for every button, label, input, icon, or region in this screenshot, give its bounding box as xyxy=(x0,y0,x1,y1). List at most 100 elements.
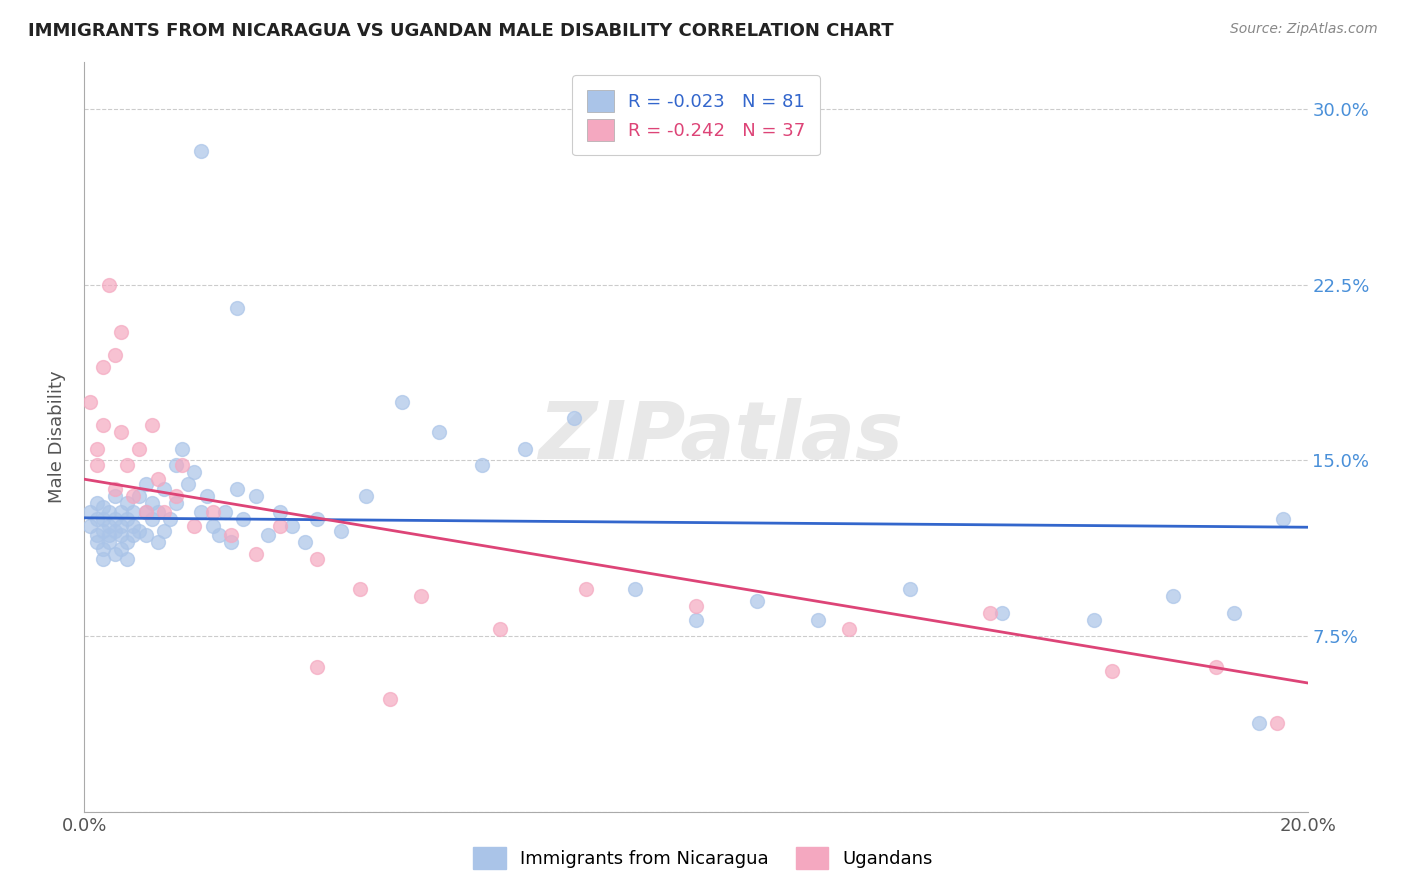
Point xyxy=(122,519,145,533)
Point xyxy=(104,512,127,526)
Legend: Immigrants from Nicaragua, Ugandans: Immigrants from Nicaragua, Ugandans xyxy=(464,838,942,879)
Point xyxy=(219,528,242,542)
Point xyxy=(115,535,138,549)
Point xyxy=(115,495,138,509)
Point xyxy=(219,535,242,549)
Point xyxy=(226,301,249,316)
Point xyxy=(104,489,127,503)
Point xyxy=(172,458,194,473)
Text: Source: ZipAtlas.com: Source: ZipAtlas.com xyxy=(1230,22,1378,37)
Point xyxy=(115,551,138,566)
Point xyxy=(110,528,132,542)
Point xyxy=(165,458,187,473)
Point xyxy=(685,613,707,627)
Point xyxy=(165,489,187,503)
Point xyxy=(201,505,224,519)
Point xyxy=(1272,512,1295,526)
Point xyxy=(281,519,304,533)
Point xyxy=(79,395,101,409)
Point xyxy=(153,482,176,496)
Point xyxy=(979,606,1001,620)
Point xyxy=(183,465,205,479)
Point xyxy=(330,524,353,538)
Point xyxy=(232,512,254,526)
Text: ZIPatlas: ZIPatlas xyxy=(538,398,903,476)
Point xyxy=(97,505,120,519)
Point xyxy=(135,528,157,542)
Point xyxy=(1265,715,1288,730)
Point xyxy=(97,535,120,549)
Point xyxy=(91,542,114,557)
Point xyxy=(269,519,291,533)
Point xyxy=(190,505,212,519)
Y-axis label: Male Disability: Male Disability xyxy=(48,371,66,503)
Point xyxy=(110,425,132,440)
Point xyxy=(97,519,120,533)
Point xyxy=(471,458,494,473)
Point xyxy=(115,512,138,526)
Point xyxy=(305,551,328,566)
Point xyxy=(165,495,187,509)
Point xyxy=(562,411,585,425)
Point xyxy=(685,599,707,613)
Point xyxy=(294,535,316,549)
Point xyxy=(91,359,114,374)
Point xyxy=(91,500,114,515)
Text: IMMIGRANTS FROM NICARAGUA VS UGANDAN MALE DISABILITY CORRELATION CHART: IMMIGRANTS FROM NICARAGUA VS UGANDAN MAL… xyxy=(28,22,894,40)
Point xyxy=(128,524,150,538)
Point xyxy=(104,547,127,561)
Point xyxy=(86,495,108,509)
Point xyxy=(226,482,249,496)
Point xyxy=(91,551,114,566)
Point xyxy=(183,519,205,533)
Point xyxy=(115,458,138,473)
Point xyxy=(86,512,108,526)
Point xyxy=(838,622,860,636)
Point xyxy=(575,582,598,597)
Point xyxy=(153,505,176,519)
Point xyxy=(177,476,200,491)
Point xyxy=(122,528,145,542)
Point xyxy=(153,524,176,538)
Point xyxy=(104,524,127,538)
Point xyxy=(146,472,169,486)
Point xyxy=(1083,613,1105,627)
Point xyxy=(747,594,769,608)
Point xyxy=(257,528,280,542)
Point xyxy=(409,590,432,604)
Point xyxy=(624,582,647,597)
Point xyxy=(898,582,921,597)
Point xyxy=(141,418,163,433)
Point xyxy=(190,145,212,159)
Point xyxy=(1101,664,1123,679)
Point xyxy=(86,442,108,456)
Point xyxy=(141,512,163,526)
Point xyxy=(807,613,830,627)
Point xyxy=(86,535,108,549)
Point xyxy=(214,505,236,519)
Point xyxy=(305,512,328,526)
Point xyxy=(135,476,157,491)
Point xyxy=(1223,606,1246,620)
Point xyxy=(79,505,101,519)
Point xyxy=(427,425,450,440)
Point xyxy=(1205,659,1227,673)
Point xyxy=(245,547,267,561)
Point xyxy=(110,505,132,519)
Point xyxy=(349,582,371,597)
Point xyxy=(97,277,120,292)
Point xyxy=(172,442,194,456)
Point xyxy=(1247,715,1270,730)
Point xyxy=(159,512,181,526)
Point xyxy=(135,505,157,519)
Point xyxy=(110,519,132,533)
Point xyxy=(91,418,114,433)
Point xyxy=(141,495,163,509)
Point xyxy=(86,528,108,542)
Point xyxy=(391,395,413,409)
Point xyxy=(269,505,291,519)
Point xyxy=(128,442,150,456)
Point xyxy=(110,542,132,557)
Point xyxy=(122,505,145,519)
Point xyxy=(146,505,169,519)
